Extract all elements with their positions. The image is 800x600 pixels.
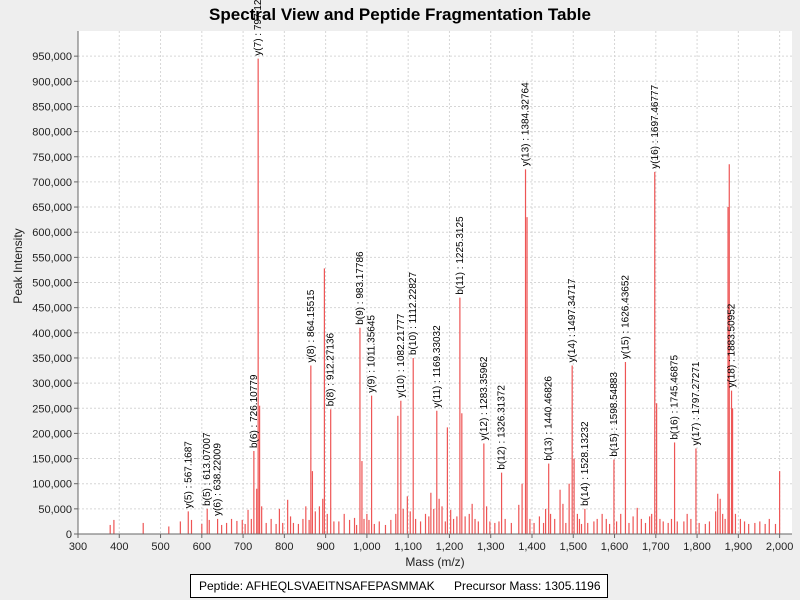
- x-tick-label: 500: [151, 541, 169, 553]
- y-tick-label: 100,000: [32, 479, 72, 491]
- x-tick-label: 400: [110, 541, 128, 553]
- x-tick-label: 900: [316, 541, 334, 553]
- peak-annotation: y(16) : 1697.46777: [650, 84, 661, 168]
- peak-annotation: b(15) : 1598.54883: [609, 372, 620, 457]
- y-tick-label: 200,000: [32, 428, 72, 440]
- x-tick-label: 1,600: [601, 541, 629, 553]
- x-tick-label: 1,800: [683, 541, 711, 553]
- gridlines: [78, 31, 792, 534]
- peak-annotation: y(7) : 797.12...: [253, 0, 264, 56]
- y-tick-label: 50,000: [38, 504, 72, 516]
- axes: 0 50,000 100,000 150,000 200,000 250,000 300,0…: [32, 31, 793, 553]
- x-tick-label: 800: [275, 541, 293, 553]
- x-tick-label: 1,200: [436, 541, 464, 553]
- peptide-info-box: Peptide: AFHEQLSVAEITNSAFEPASMMAK Precur…: [190, 574, 608, 598]
- y-tick-label: 450,000: [32, 303, 72, 315]
- peak-annotation: y(18) : 1883.50952: [727, 303, 738, 387]
- y-tick-label: 950,000: [32, 51, 72, 63]
- y-tick-label: 400,000: [32, 328, 72, 340]
- y-tick-label: 900,000: [32, 76, 72, 88]
- y-tick-label: 500,000: [32, 278, 72, 290]
- peak-annotation: y(10) : 1082.21777: [396, 313, 407, 397]
- x-tick-label: 300: [69, 541, 87, 553]
- y-tick-label: 300,000: [32, 378, 72, 390]
- peak-annotation: y(9) : 1011.35645: [367, 315, 378, 393]
- chart-title: Spectral View and Peptide Fragmentation …: [209, 5, 591, 24]
- precursor-mass: Precursor Mass: 1305.1196: [453, 579, 601, 593]
- x-tick-label: 1,400: [518, 541, 546, 553]
- peak-annotation: b(10) : 1112.22827: [408, 272, 419, 355]
- peak-annotation: y(17) : 1797.27271: [691, 361, 702, 445]
- y-tick-label: 600,000: [32, 227, 72, 239]
- peak-series: [109, 58, 781, 534]
- y-axis-label: Peak Intensity: [11, 228, 25, 303]
- x-axis-label: Mass (m/z): [405, 555, 464, 569]
- peak-annotation: y(11) : 1169.33032: [432, 325, 443, 408]
- x-tick-label: 1,100: [394, 541, 422, 553]
- peak-annotation: b(14) : 1528.13232: [580, 421, 591, 506]
- peak-annotation: b(11) : 1225.3125: [455, 216, 466, 295]
- x-tick-label: 1,300: [477, 541, 505, 553]
- y-tick-label: 350,000: [32, 353, 72, 365]
- y-tick-label: 0: [66, 529, 72, 541]
- peak-annotation: b(13) : 1440.46826: [544, 376, 555, 461]
- x-tick-label: 1,000: [353, 541, 381, 553]
- x-tick-label: 700: [234, 541, 252, 553]
- peak-annotation: y(8) : 864.15515: [306, 289, 317, 362]
- x-tick-label: 1,500: [559, 541, 587, 553]
- peak-annotation: b(6) : 726.10779: [249, 374, 260, 448]
- peak-annotations: y(5) : 567.1687 b(5) : 613.07007 y(6) : 63…: [183, 0, 737, 516]
- x-tick-label: 1,700: [642, 541, 670, 553]
- peak-annotation: y(14) : 1497.34717: [567, 278, 578, 362]
- y-tick-label: 650,000: [32, 202, 72, 214]
- peak-annotation: y(15) : 1626.43652: [620, 275, 631, 359]
- peak-annotation: y(5) : 567.1687: [183, 441, 194, 509]
- peak-annotation: y(13) : 1384.32764: [521, 82, 532, 166]
- y-tick-label: 750,000: [32, 152, 72, 164]
- y-tick-label: 800,000: [32, 127, 72, 139]
- peak-annotation: b(9) : 983.17786: [355, 251, 366, 325]
- x-tick-label: 600: [193, 541, 211, 553]
- y-tick-label: 700,000: [32, 177, 72, 189]
- spectrum-chart: Spectral View and Peptide Fragmentation …: [11, 0, 793, 569]
- peak-annotation: b(16) : 1745.46875: [670, 355, 681, 440]
- peak-annotation: b(8) : 912.27136: [326, 332, 337, 406]
- peak-annotation: b(12) : 1326.31372: [497, 385, 508, 470]
- y-tick-label: 550,000: [32, 252, 72, 264]
- x-tick-label: 2,000: [766, 541, 794, 553]
- y-tick-label: 250,000: [32, 403, 72, 415]
- peptide-sequence: Peptide: AFHEQLSVAEITNSAFEPASMMAK: [199, 579, 435, 593]
- peak-annotation: b(5) : 613.07007: [202, 432, 213, 506]
- peak-annotation: y(12) : 1283.35962: [479, 356, 490, 440]
- peak-annotation: y(6) : 638.22009: [213, 443, 224, 516]
- x-tick-label: 1,900: [725, 541, 753, 553]
- y-tick-label: 850,000: [32, 101, 72, 113]
- y-tick-label: 150,000: [32, 454, 72, 466]
